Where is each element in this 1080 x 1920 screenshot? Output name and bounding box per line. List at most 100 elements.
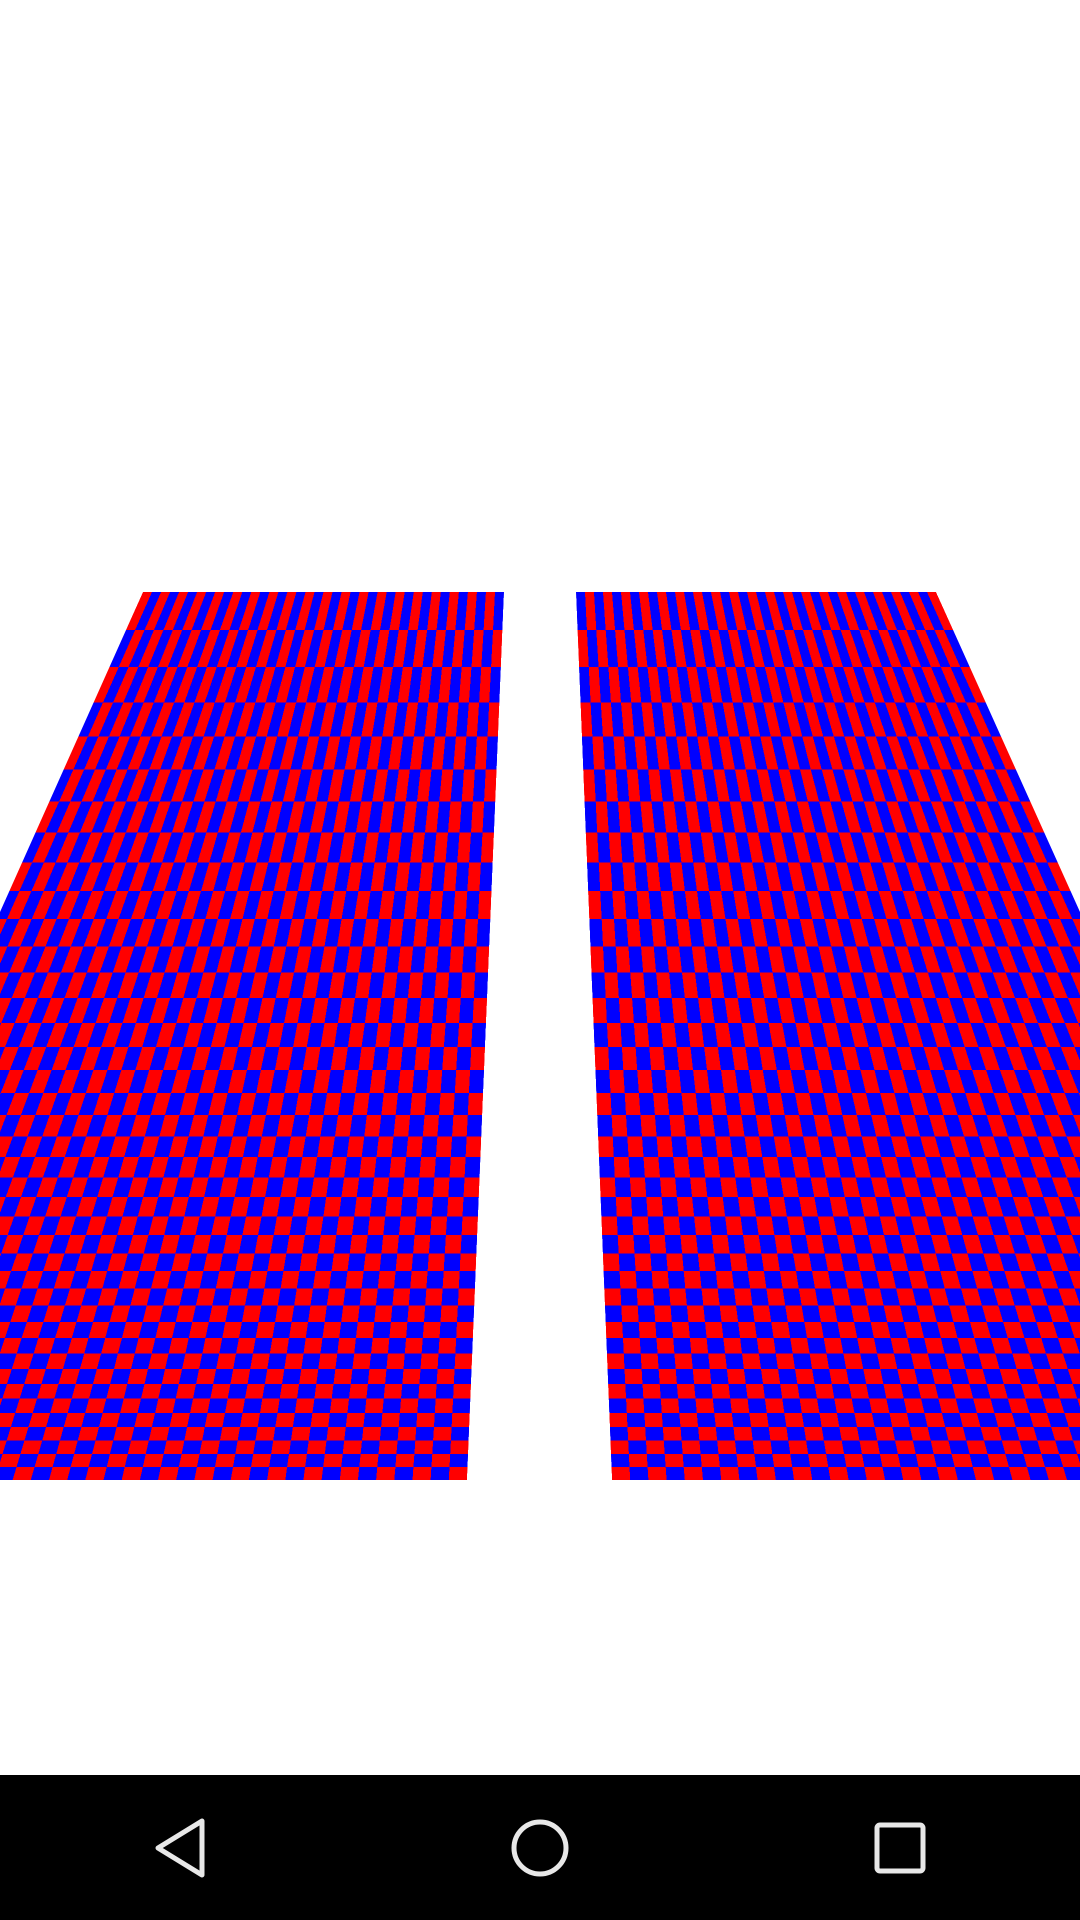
checker-tile xyxy=(799,1398,820,1413)
checker-tile xyxy=(894,946,915,973)
checker-tile xyxy=(464,736,477,770)
checker-tile xyxy=(311,998,329,1023)
checker-tile xyxy=(450,1427,470,1441)
checker-tile xyxy=(945,702,971,737)
checker-tile xyxy=(93,1305,114,1322)
checker-tile xyxy=(742,946,760,973)
checker-tile xyxy=(276,1114,295,1137)
checker-tile xyxy=(450,1136,467,1158)
checker-tile xyxy=(919,769,942,802)
checker-tile xyxy=(7,1369,29,1384)
checker-tile xyxy=(341,1177,360,1198)
checker-tile xyxy=(390,801,406,833)
checker-tile xyxy=(70,1271,92,1289)
checker-tile xyxy=(434,972,450,999)
checker-tile xyxy=(466,702,480,737)
checker-tile xyxy=(199,1271,220,1289)
checker-tile xyxy=(162,832,184,863)
checker-tile xyxy=(179,1216,200,1235)
checker-tile xyxy=(756,592,775,631)
checker-tile xyxy=(708,1353,727,1369)
checker-tile xyxy=(347,1022,365,1047)
checker-tile xyxy=(825,1177,845,1198)
checker-tile xyxy=(844,1454,865,1468)
checker-tile xyxy=(724,769,741,802)
checker-tile xyxy=(1001,998,1025,1023)
checker-tile xyxy=(355,1321,375,1338)
checker-tile xyxy=(418,1384,437,1399)
checker-tile xyxy=(763,1271,783,1289)
recents-button[interactable] xyxy=(830,1775,970,1920)
checker-tile xyxy=(646,1197,664,1217)
checker-tile xyxy=(669,862,685,892)
checker-tile xyxy=(70,769,95,802)
checker-tile xyxy=(233,1353,253,1369)
checker-tile xyxy=(990,1398,1012,1413)
checker-tile xyxy=(681,1440,701,1455)
checker-tile xyxy=(617,1235,635,1254)
checker-tile xyxy=(27,1114,50,1137)
checker-tile xyxy=(995,1353,1017,1369)
checker-tile xyxy=(131,1427,152,1441)
checker-tile xyxy=(75,1253,97,1272)
checker-tile xyxy=(1052,1321,1075,1338)
back-button[interactable] xyxy=(110,1775,250,1920)
checker-tile xyxy=(432,630,446,667)
checker-tile xyxy=(627,1427,646,1441)
checker-tile xyxy=(633,1235,651,1254)
checker-tile xyxy=(5,1321,27,1338)
checker-tile xyxy=(254,1235,274,1254)
checker-tile xyxy=(28,1353,51,1369)
checker-tile xyxy=(280,832,299,863)
checker-tile xyxy=(327,769,345,802)
checker-tile xyxy=(936,1467,958,1480)
checker-tile xyxy=(174,666,198,703)
checker-tile xyxy=(1000,862,1024,892)
checker-tile xyxy=(467,1092,484,1115)
checker-tile xyxy=(784,1413,804,1427)
home-button[interactable] xyxy=(470,1775,610,1920)
checker-tile xyxy=(291,1305,311,1322)
checker-tile xyxy=(679,946,695,973)
checker-tile xyxy=(91,1197,113,1217)
checker-tile xyxy=(745,1384,765,1399)
checker-tile xyxy=(681,862,697,892)
checker-tile xyxy=(755,1114,774,1137)
checker-tile xyxy=(461,630,475,667)
checker-tile xyxy=(215,1197,235,1217)
checker-tile xyxy=(601,919,616,947)
checker-tile xyxy=(307,1197,327,1217)
checker-tile xyxy=(304,592,324,631)
checker-tile xyxy=(253,1440,274,1455)
checker-tile xyxy=(256,630,277,667)
checker-tile xyxy=(161,1369,183,1384)
checker-tile xyxy=(260,769,280,802)
checker-tile xyxy=(841,801,862,833)
checker-tile xyxy=(707,736,725,770)
checker-tile xyxy=(422,1114,439,1137)
checker-tile xyxy=(102,801,127,833)
checker-tile xyxy=(613,736,627,770)
checker-tile xyxy=(606,1353,625,1369)
checker-tile xyxy=(92,1369,114,1384)
checker-tile xyxy=(821,769,842,802)
checker-tile xyxy=(644,1177,662,1198)
checker-tile xyxy=(191,1046,211,1071)
checker-tile xyxy=(150,832,172,863)
checker-tile xyxy=(266,1092,285,1115)
checker-tile xyxy=(318,1235,337,1254)
checker-tile xyxy=(245,702,266,737)
checker-tile xyxy=(114,1288,135,1306)
checker-tile xyxy=(647,1022,663,1047)
checker-tile xyxy=(674,1353,693,1369)
checker-tile xyxy=(592,998,607,1023)
checker-tile xyxy=(709,1092,727,1115)
checker-tile xyxy=(289,1216,308,1235)
checker-tile xyxy=(598,1157,615,1178)
checker-tile xyxy=(79,1353,102,1369)
checker-tile xyxy=(747,592,766,631)
checker-tile xyxy=(652,1288,671,1306)
checker-tile xyxy=(11,1353,34,1369)
checker-tile xyxy=(451,919,466,947)
checker-tile xyxy=(813,702,834,737)
